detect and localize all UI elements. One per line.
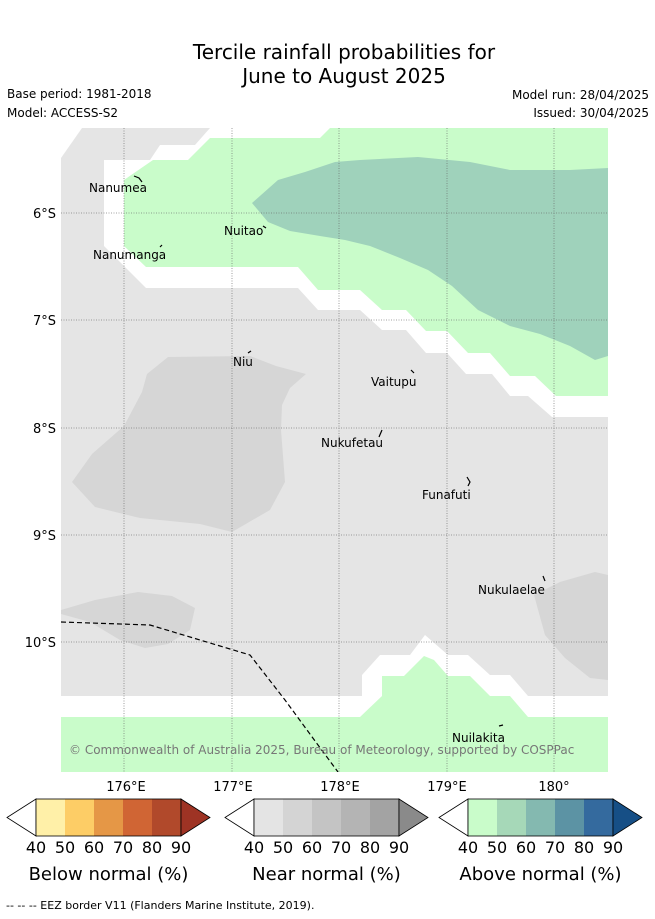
- colorbars: 40 50 60 70 80 90 Below normal (%) 40 50 60 70 80 90…: [6, 798, 643, 885]
- longitude-labels: 176°E 177°E 178°E 179°E 180°: [106, 780, 569, 795]
- above-normal-50-region: [252, 157, 608, 360]
- below-normal-max-arrow: [180, 798, 211, 837]
- near-normal-tick-label: 50: [273, 838, 293, 857]
- place-niu: Niu: [233, 355, 253, 369]
- map-area: Nanumea Nuitao Nanumanga Niu Vaitupu Nuk…: [61, 128, 608, 772]
- above-normal-segment: [555, 799, 584, 836]
- above-normal-segment: [468, 799, 497, 836]
- place-nanumanga: Nanumanga: [93, 248, 166, 262]
- below-normal-tick-label: 80: [142, 838, 162, 857]
- island-nuilakita-shape: [498, 724, 504, 727]
- island-niu-shape: [247, 350, 252, 354]
- near-normal-tick-label: 40: [244, 838, 264, 857]
- lat-label-10s: 10°S: [25, 636, 56, 651]
- below-normal-min-arrow: [6, 798, 37, 837]
- latitude-labels: 6°S 7°S 8°S 9°S 10°S: [25, 207, 56, 651]
- near-normal-tick-label: 70: [331, 838, 351, 857]
- above-normal-40-south: [61, 656, 608, 772]
- below-normal-tick-label: 50: [55, 838, 75, 857]
- near-normal-tick-label: 90: [389, 838, 409, 857]
- above-normal-colorbar: 40 50 60 70 80 90 Above normal (%): [438, 798, 643, 885]
- above-normal-max-arrow: [612, 798, 643, 837]
- place-nuilakita: Nuilakita: [452, 731, 505, 745]
- above-normal-tick-label: 60: [516, 838, 536, 857]
- copyright-notice: © Commonwealth of Australia 2025, Bureau…: [69, 743, 574, 757]
- near-normal-segment: [370, 799, 399, 836]
- near-normal-50-blob-west: [72, 356, 306, 532]
- below-normal-segment: [123, 799, 152, 836]
- lon-label-176e: 176°E: [106, 780, 146, 795]
- below-normal-tick-label: 40: [26, 838, 46, 857]
- lon-label-178e: 178°E: [320, 780, 360, 795]
- below-normal-segment: [94, 799, 123, 836]
- lat-label-7s: 7°S: [33, 314, 56, 329]
- below-normal-segment: [65, 799, 94, 836]
- above-normal-segment: [526, 799, 555, 836]
- title-line2: June to August 2025: [242, 64, 446, 88]
- below-normal-segment: [152, 799, 181, 836]
- near-normal-50-blob-southwest: [61, 592, 195, 648]
- island-nukulaelae-shape: [542, 575, 546, 582]
- island-nuitao-shape: [262, 225, 267, 229]
- near-normal-segment: [312, 799, 341, 836]
- model-run: Model run: 28/04/2025: [511, 88, 649, 102]
- lon-label-180: 180°: [538, 780, 569, 795]
- near-normal-tick-label: 60: [302, 838, 322, 857]
- below-normal-tick-label: 70: [113, 838, 133, 857]
- near-normal-colorbar: 40 50 60 70 80 90 Near normal (%): [224, 798, 429, 885]
- gridlines: [61, 128, 608, 772]
- above-normal-segment: [497, 799, 526, 836]
- lon-label-177e: 177°E: [213, 780, 253, 795]
- above-normal-segment: [584, 799, 613, 836]
- near-normal-segment: [254, 799, 283, 836]
- above-normal-tick-label: 90: [603, 838, 623, 857]
- eez-border: [61, 621, 339, 772]
- island-nukufetau-shape: [378, 429, 383, 438]
- below-normal-tick-label: 90: [171, 838, 191, 857]
- lat-label-8s: 8°S: [33, 422, 56, 437]
- above-normal-tick-label: 50: [487, 838, 507, 857]
- near-normal-min-arrow: [224, 798, 255, 837]
- map-title: Tercile rainfall probabilities for June …: [0, 40, 655, 88]
- place-nukufetau: Nukufetau: [321, 436, 383, 450]
- island-vaitupu-shape: [410, 369, 415, 374]
- near-normal-title: Near normal (%): [252, 864, 401, 885]
- base-period: Base period: 1981-2018: [7, 87, 152, 101]
- eez-footnote: -- -- -- EEZ border V11 (Flanders Marine…: [6, 899, 315, 912]
- issued-date: Issued: 30/04/2025: [533, 106, 649, 120]
- near-normal-segment: [341, 799, 370, 836]
- above-normal-tick-label: 80: [574, 838, 594, 857]
- near-normal-segment: [283, 799, 312, 836]
- lon-label-179e: 179°E: [427, 780, 467, 795]
- place-funafuti: Funafuti: [422, 488, 471, 502]
- model-name: Model: ACCESS-S2: [7, 106, 119, 120]
- title-line1: Tercile rainfall probabilities for: [192, 40, 496, 64]
- place-nanumea: Nanumea: [89, 181, 147, 195]
- above-normal-tick-label: 40: [458, 838, 478, 857]
- below-normal-segment: [36, 799, 65, 836]
- place-nuitao: Nuitao: [224, 224, 263, 238]
- above-normal-min-arrow: [438, 798, 469, 837]
- near-normal-tick-label: 80: [360, 838, 380, 857]
- place-vaitupu: Vaitupu: [371, 375, 417, 389]
- island-shapes: [133, 175, 546, 727]
- near-normal-max-arrow: [398, 798, 429, 837]
- above-normal-title: Above normal (%): [459, 864, 621, 885]
- above-normal-tick-label: 70: [545, 838, 565, 857]
- place-labels: Nanumea Nuitao Nanumanga Niu Vaitupu Nuk…: [89, 181, 545, 745]
- below-normal-colorbar: 40 50 60 70 80 90 Below normal (%): [6, 798, 211, 885]
- island-nanumanga-shape: [159, 244, 163, 248]
- lat-label-6s: 6°S: [33, 207, 56, 222]
- island-funafuti-shape: [466, 476, 471, 487]
- below-normal-title: Below normal (%): [29, 864, 189, 885]
- island-nanumea-shape: [133, 175, 143, 183]
- place-nukulaelae: Nukulaelae: [478, 583, 545, 597]
- near-normal-50-blob-east: [534, 572, 608, 680]
- below-normal-tick-label: 60: [84, 838, 104, 857]
- lat-label-9s: 9°S: [33, 529, 56, 544]
